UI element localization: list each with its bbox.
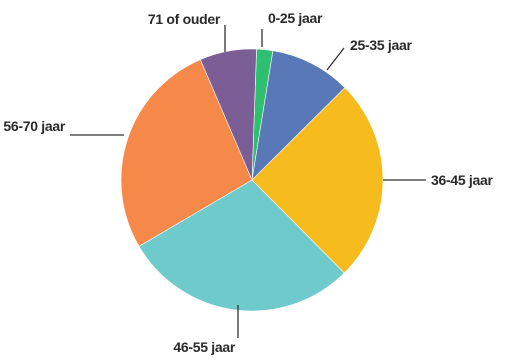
slice-label-36-45-jaar: 36-45 jaar bbox=[431, 172, 493, 188]
slice-labels: 0-25 jaar 25-35 jaar 36-45 jaar 46-55 jaar 5… bbox=[3, 10, 493, 355]
leader-line-25-35-jaar bbox=[326, 47, 345, 71]
pie-slice-71-of-ouder bbox=[199, 48, 257, 181]
pie-slice-46-55-jaar bbox=[138, 179, 345, 312]
pie-slices bbox=[120, 48, 384, 312]
leader-lines bbox=[70, 25, 426, 338]
pie-slice-36-45-jaar bbox=[251, 87, 384, 274]
slice-label-0-25-jaar: 0-25 jaar bbox=[268, 10, 323, 26]
pie-slice-56-70-jaar bbox=[120, 59, 253, 247]
slice-label-25-35-jaar: 25-35 jaar bbox=[350, 37, 412, 53]
slice-label-46-55-jaar: 46-55 jaar bbox=[173, 339, 235, 355]
slice-label-56-70-jaar: 56-70 jaar bbox=[3, 118, 65, 134]
pie-slice-25-35-jaar bbox=[251, 50, 346, 181]
slice-label-71-of-ouder: 71 of ouder bbox=[148, 11, 221, 27]
